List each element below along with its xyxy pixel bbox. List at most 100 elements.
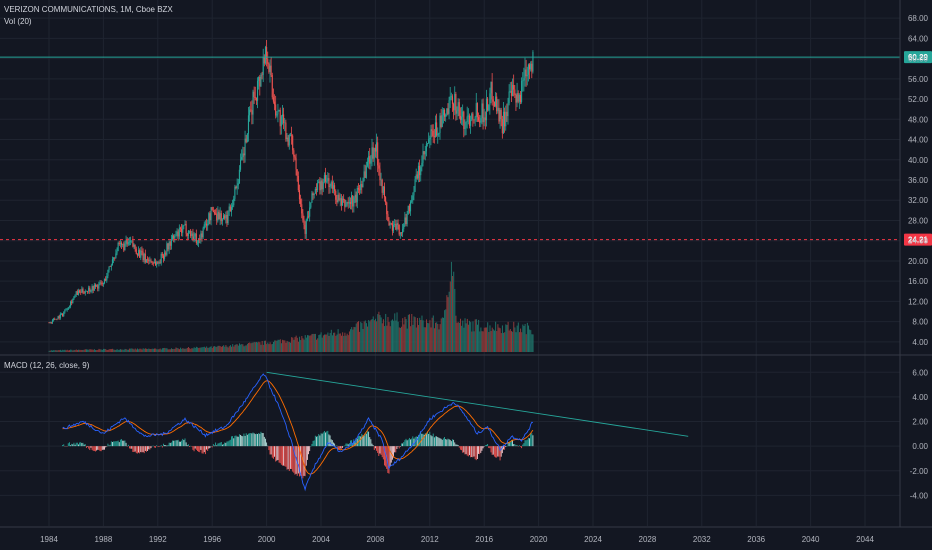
candle-body (491, 81, 493, 100)
candle-body (209, 213, 211, 221)
macd-histogram-bar (276, 446, 278, 461)
volume-bar (494, 330, 495, 352)
candle-body (292, 135, 294, 151)
candle-body (134, 244, 136, 249)
candle-body (511, 84, 514, 96)
macd-histogram-bar (223, 444, 224, 447)
candle-body (203, 224, 205, 229)
candle-body (192, 233, 194, 240)
macd-histogram-bar (200, 446, 202, 450)
macd-histogram-bar (516, 444, 518, 447)
price-tick-label: 36.00 (908, 176, 929, 185)
volume-bar (171, 348, 172, 352)
volume-bar (503, 332, 505, 352)
candle-body (130, 240, 132, 242)
candle-body (370, 159, 372, 164)
candle-body (383, 186, 386, 198)
volume-bar (471, 331, 473, 352)
volume-bar (473, 331, 475, 352)
candle-body (416, 174, 418, 179)
candle-body (382, 186, 384, 193)
volume-bar (422, 320, 424, 352)
macd-histogram-bar (229, 439, 231, 447)
candle-body (127, 242, 129, 245)
volume-bar (160, 349, 162, 352)
candle-body (123, 243, 125, 251)
macd-histogram-bar (420, 432, 422, 447)
macd-histogram-bar (453, 439, 455, 447)
volume-bar (89, 349, 91, 352)
volume-bar (208, 347, 210, 352)
macd-histogram-bar (212, 444, 214, 447)
macd-histogram-bar (354, 441, 356, 447)
macd-histogram-bar (343, 445, 345, 447)
macd-histogram-bar (318, 434, 320, 447)
volume-bar (88, 349, 90, 352)
candle-body (450, 96, 452, 98)
candle-body (106, 275, 108, 281)
price-tick-label: 64.00 (908, 34, 929, 43)
macd-histogram-bar (470, 446, 472, 458)
macd-histogram-bar (174, 440, 176, 447)
candle-body (368, 156, 370, 162)
candle-body (509, 90, 511, 92)
candle-body (412, 195, 414, 201)
macd-histogram-bar (227, 441, 229, 447)
macd-histogram-bar (388, 446, 390, 474)
candle-body (136, 253, 138, 256)
macd-histogram-bar (169, 442, 171, 447)
macd-histogram-bar (278, 446, 280, 463)
candle-body (211, 207, 213, 211)
macd-histogram-bar (182, 438, 184, 447)
macd-histogram-bar (113, 441, 115, 447)
candle-body (76, 291, 78, 295)
volume-bar (354, 327, 356, 352)
volume-bar (66, 349, 68, 352)
volume-bar (125, 349, 127, 352)
volume-bar (254, 342, 256, 352)
candle-body (490, 81, 492, 94)
volume-bar (325, 334, 327, 352)
volume-bar (452, 276, 454, 352)
macd-histogram-bar (156, 445, 158, 447)
candle-body (448, 100, 450, 114)
candle-body (303, 219, 305, 226)
volume-bar (236, 344, 238, 352)
macd-pane (62, 371, 689, 492)
candle-body (473, 119, 475, 121)
volume-bar (341, 335, 342, 352)
volume-bar (240, 344, 242, 352)
macd-histogram-bar (187, 444, 189, 447)
volume-bar (215, 346, 217, 352)
candle-body (378, 165, 380, 169)
macd-histogram-bar (104, 446, 105, 450)
macd-histogram-bar (413, 438, 415, 447)
volume-bar (488, 332, 490, 352)
volume-bar (412, 324, 414, 352)
macd-histogram-bar (380, 446, 382, 455)
volume-bar (87, 349, 89, 352)
candle-body (323, 175, 325, 182)
candle-body (451, 96, 454, 104)
candle-body (414, 179, 416, 192)
candle-body (183, 225, 185, 226)
price-tick-label: 20.00 (908, 257, 929, 266)
candle-body (307, 216, 310, 218)
candle-body (428, 139, 430, 144)
macd-tick-label: 2.00 (912, 418, 928, 427)
macd-histogram-bar (197, 446, 198, 452)
candle-body (460, 116, 463, 120)
volume-bar (62, 349, 64, 352)
candle-body (233, 198, 235, 206)
volume-bar (373, 320, 375, 352)
candle-body (99, 282, 101, 285)
candle-body (69, 301, 72, 307)
macd-histogram-bar (65, 446, 67, 447)
volume-bar (345, 335, 347, 352)
time-tick-label: 2020 (530, 535, 548, 544)
candle-body (93, 284, 95, 291)
candle-body (355, 194, 357, 203)
macd-histogram-bar (325, 432, 326, 447)
candle-body (107, 269, 109, 276)
candle-body (523, 78, 525, 81)
